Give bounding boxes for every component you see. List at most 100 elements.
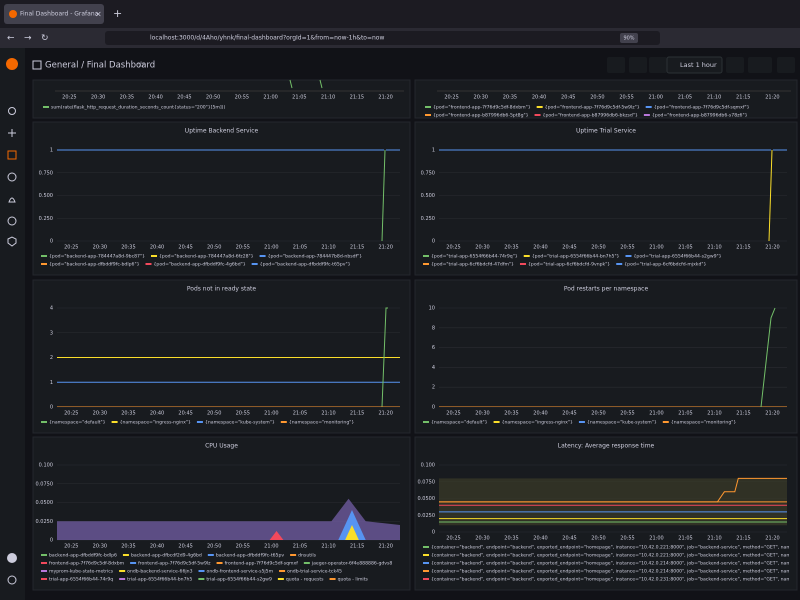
x-tick-label: 20:55 — [620, 245, 634, 251]
reload-button[interactable]: ↻ — [41, 34, 49, 44]
add-panel-button[interactable] — [607, 57, 625, 73]
x-tick-label: 20:30 — [475, 411, 489, 417]
legend-item[interactable]: {container="backend", endpoint="backend"… — [423, 553, 800, 559]
legend-item[interactable]: dnsutils — [290, 553, 317, 559]
tv-mode-button[interactable] — [777, 57, 795, 73]
legend-item[interactable]: frontend-app-7f76d9c5df-8dxbm — [41, 561, 125, 567]
breadcrumb[interactable]: General / Final Dashboard — [45, 61, 155, 71]
address-bar[interactable] — [105, 31, 660, 45]
legend-item[interactable]: {pod="backend-app-784447a8d-6fz28"} — [151, 254, 254, 260]
x-tick-label: 20:30 — [93, 245, 107, 251]
legend-item[interactable]: quota - requests — [277, 577, 324, 583]
legend-item[interactable]: trial-app-6554f66b44-bn7h5 — [119, 577, 192, 583]
y-tick-label: 0 — [50, 405, 53, 411]
legend-item[interactable]: {namespace="kube-system"} — [578, 420, 657, 426]
legend-item[interactable]: {namespace="monitoring"} — [280, 420, 355, 426]
legend-item[interactable]: {namespace="ingress-nginx"} — [493, 420, 573, 426]
legend-item[interactable]: {container="backend", endpoint="backend"… — [423, 577, 800, 583]
legend-item[interactable]: {pod="backend-app-dfbddf9fc-t65pv"} — [251, 262, 351, 268]
legend-swatch — [645, 106, 652, 108]
legend-item[interactable]: {pod="backend-app-784447b8d-nbsdf"} — [259, 254, 363, 260]
legend-item[interactable]: {container="backend", endpoint="backend"… — [423, 545, 800, 551]
grafana-logo[interactable] — [6, 58, 18, 70]
legend-item[interactable]: frontend-app-7f76d9c5df-5w9lz — [130, 561, 211, 567]
x-tick-label: 21:00 — [264, 544, 278, 550]
legend-item[interactable]: {namespace="default"} — [41, 420, 106, 426]
explore-icon[interactable] — [7, 172, 17, 182]
tab-close[interactable]: × — [95, 10, 102, 19]
star-button[interactable]: ☆ — [137, 61, 145, 71]
x-tick-label: 21:20 — [378, 544, 392, 550]
legend-item[interactable]: {namespace="monitoring"} — [662, 420, 737, 426]
legend-item[interactable]: {container="backend", endpoint="backend"… — [423, 561, 800, 567]
legend-item[interactable]: backend-app-dfbddf9fc-t65pv — [207, 553, 285, 559]
panel — [32, 279, 411, 434]
legend-item[interactable]: {pod="trial-app-6554f66b44-s2gw9"} — [625, 254, 722, 260]
new-tab[interactable]: + — [113, 7, 122, 20]
x-tick-label: 21:10 — [707, 536, 721, 542]
config-icon[interactable] — [7, 216, 17, 226]
save-button[interactable] — [629, 57, 647, 73]
legend-item[interactable]: trial-app-6554f66b44-74r9q — [41, 577, 113, 583]
legend-item[interactable]: myprom-kube-state-metrics — [41, 569, 114, 575]
legend-swatch — [43, 106, 49, 108]
legend-item[interactable]: {pod="backend-app-784447a8d-9bc87"} — [41, 254, 145, 260]
legend-item[interactable]: {pod="frontend-app-7f76d9c5df-8dxbm"} — [425, 105, 531, 111]
y-tick-label: 0 — [432, 530, 435, 536]
x-tick-label: 20:40 — [150, 544, 164, 550]
zoom-badge[interactable] — [620, 33, 638, 43]
x-tick-label: 20:30 — [93, 411, 107, 417]
legend-item[interactable]: {pod="frontend-app-b87996db6-5pt8g"} — [425, 113, 529, 119]
legend-item[interactable]: {pod="trial-app-6cf6bdcfd-9vnpk"} — [519, 262, 610, 268]
legend-item[interactable]: ondb-backend-service-66jn3 — [119, 569, 193, 575]
legend-item[interactable]: {namespace="kube-system"} — [196, 420, 275, 426]
x-tick-label: 20:45 — [562, 536, 576, 542]
legend-item[interactable]: backend-app-dfbcdf2d9-4g6bd — [122, 553, 202, 559]
legend-item[interactable]: {pod="trial-app-6cf6bdcfd-mjxkd"} — [616, 262, 706, 268]
legend-label: trial-app-6554f66b44-74r9q — [49, 577, 113, 583]
legend-swatch — [423, 578, 429, 580]
zoom-out-button[interactable] — [726, 57, 744, 73]
legend-item[interactable]: {container="backend", endpoint="backend"… — [423, 569, 800, 575]
user-avatar[interactable] — [7, 553, 17, 563]
legend-item[interactable]: {pod="frontend-app-b87996db6-bkzsd"} — [534, 113, 638, 119]
help-icon[interactable] — [7, 575, 17, 585]
alerting-icon[interactable] — [8, 197, 16, 203]
admin-icon[interactable] — [7, 236, 17, 247]
legend-item[interactable]: {namespace="ingress-nginx"} — [111, 420, 191, 426]
tab[interactable] — [4, 4, 104, 24]
legend-item[interactable]: {pod="backend-app-dfbddf9fc-4g6bd"} — [145, 262, 246, 268]
legend-item[interactable]: ondb-trial-service-tck45 — [279, 569, 342, 575]
y-tick-label: 0.0250 — [36, 519, 54, 525]
x-tick-label: 20:50 — [207, 544, 221, 550]
search-icon[interactable] — [8, 107, 16, 115]
legend-item[interactable]: {pod="backend-app-dfbddf9fc-bdlp6"} — [41, 262, 140, 268]
create-icon[interactable] — [8, 129, 16, 137]
legend-swatch — [41, 421, 47, 423]
legend-item[interactable]: quota - limits — [329, 577, 369, 583]
refresh-button[interactable] — [748, 57, 772, 73]
legend-item[interactable]: jaeger-operator-6f4e888886-gdvs8 — [303, 561, 393, 567]
legend-item[interactable]: {pod="frontend-app-b87996db6-s78z6"} — [643, 113, 748, 119]
dashboards-icon[interactable] — [7, 150, 17, 160]
legend-item[interactable]: ondb-frontend-service-s5j5m — [198, 569, 274, 575]
settings-button[interactable] — [649, 57, 667, 73]
legend-item[interactable]: {pod="frontend-app-7f76d9c5df-sqmxf"} — [645, 105, 750, 111]
time-picker[interactable] — [666, 56, 723, 74]
legend-item[interactable]: {pod="trial-app-6554f66b44-bn7h5"} — [523, 254, 620, 260]
legend-item[interactable]: backend-app-dfbddf9fc-bdlp6 — [41, 553, 117, 559]
legend-item[interactable]: trial-app-6554f66b44-s2gw9 — [198, 577, 272, 583]
forward-button[interactable]: → — [24, 34, 32, 44]
legend-item[interactable]: {pod="frontend-app-7f76d9c5df-5w9lz"} — [536, 105, 640, 111]
x-tick-label: 21:00 — [649, 245, 663, 251]
legend-label: {pod="trial-app-6cf6bdcfd-47dfm"} — [431, 262, 514, 268]
legend-item[interactable]: {pod="trial-app-6cf6bdcfd-47dfm"} — [423, 262, 514, 268]
legend-item[interactable]: sum(rate(flask_http_request_duration_sec… — [43, 105, 225, 111]
y-tick-label: 0.750 — [421, 170, 435, 176]
legend-item[interactable]: frontend-app-7f76d9c5df-sqmxf — [216, 561, 299, 567]
legend-item[interactable]: {namespace="default"} — [423, 420, 488, 426]
legend-item[interactable]: {pod="trial-app-6554f66b44-74r9q"} — [423, 254, 518, 260]
back-button[interactable]: ← — [7, 34, 15, 44]
y-tick-label: 0.0250 — [418, 513, 436, 519]
y-tick-label: 0.0500 — [418, 496, 436, 502]
